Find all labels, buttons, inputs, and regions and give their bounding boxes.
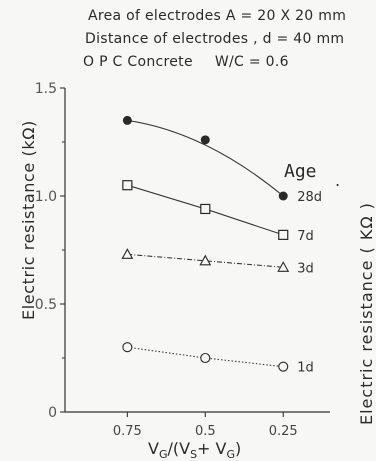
data-point [278,361,289,372]
y-tick-label: 0.5 [35,297,57,313]
data-point [200,352,211,364]
x-axis-label: VG/(VS+ VG) [148,439,241,461]
x-ticks: 0.75 0.5 0.25 [113,412,298,439]
data-point [200,203,211,215]
series-7d: 7d [122,180,314,244]
y-tick-label: 1.5 [35,81,57,97]
concrete-type-note: O P C Concrete W/C = 0.6 [83,54,289,70]
legend-title: Age [284,161,317,182]
y-ticks: 0 0.5 1.0 1.5 [35,81,65,421]
data-point [278,191,288,201]
water-cement-ratio: W/C = 0.6 [214,54,289,70]
x-tick-label: 0.5 [195,424,216,439]
x-tick-label: 0.25 [269,424,298,439]
data-point [122,342,133,353]
y-tick-label: 1.0 [35,189,57,205]
data-point [278,229,289,240]
series-1d: 1d [122,342,314,376]
y-tick-label: 0 [48,405,57,421]
series-label: 28d [297,190,322,205]
axes [64,88,330,413]
data-point [122,180,133,191]
data-point [121,248,134,259]
electrode-area-note: Area of electrodes A = 20 X 20 mm [88,8,347,24]
data-point [277,261,290,272]
right-axis-label-fragment: Electric resistance ( KΩ ) [357,202,376,425]
series-line-3d [127,253,284,268]
series-line-1d [127,346,284,368]
series-group: 28d 7d 3d 1d [121,115,322,376]
data-point [122,115,132,125]
concrete-type: O P C Concrete [83,54,193,70]
series-label: 7d [297,229,314,244]
data-point [200,135,210,145]
electrode-distance-note: Distance of electrodes , d = 40 mm [85,31,345,47]
series-line-28d [127,119,284,197]
series-3d: 3d [121,248,314,276]
data-point [199,254,212,266]
x-tick-label: 0.75 [113,424,142,439]
y-axis-label: Electric resistance (kΩ) [19,120,38,320]
series-label: 3d [297,261,314,276]
series-28d: 28d [122,115,322,205]
series-label: 1d [297,361,314,376]
legend-title-dot: . [335,171,340,190]
